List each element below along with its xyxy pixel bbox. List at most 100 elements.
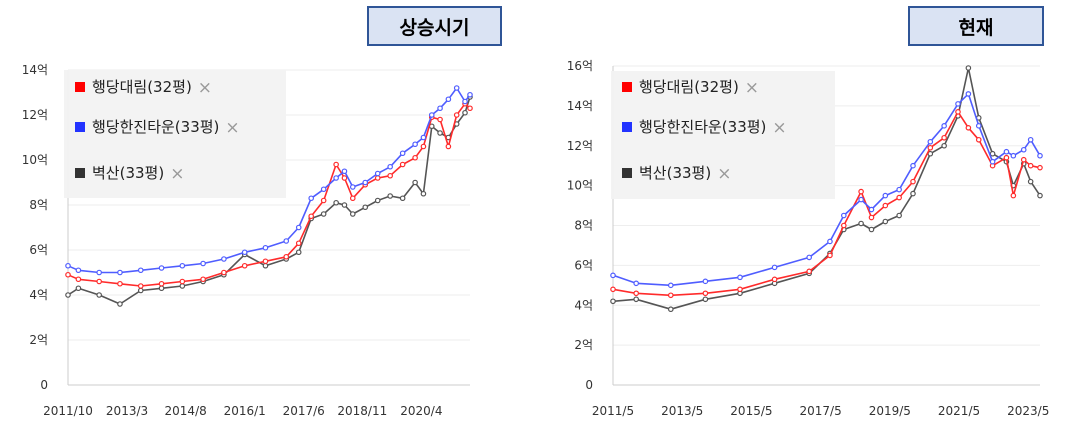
data-point [96,278,102,285]
data-point [806,268,812,275]
data-point [827,252,833,259]
data-point [200,260,206,267]
data-point [333,175,339,181]
data-point [262,258,269,265]
data-point [262,262,269,269]
data-point [374,175,381,181]
legend-label: 행당대림(32평) [639,78,739,96]
legend-remove-icon[interactable]: × [772,118,786,138]
y-tick-label: 16억 [567,59,593,73]
data-point [858,220,864,227]
y-tick-label: 14억 [22,63,48,77]
data-point [975,123,982,129]
legend-remove-icon[interactable]: × [717,164,731,184]
data-point [955,109,961,115]
data-point [941,142,947,149]
data-point [295,240,302,247]
data-point [158,265,165,271]
data-point [341,202,348,208]
legend-label: 행당대림(32평) [92,78,192,96]
data-point [827,238,833,245]
x-tick-label: 2015/5 [730,404,772,418]
data-point [975,136,982,143]
data-point [910,162,916,169]
y-tick-label: 8억 [574,219,593,233]
data-point [333,199,339,206]
y-tick-label: 6억 [574,258,593,272]
y-tick-label: 0 [40,378,48,392]
data-point [941,134,947,141]
data-point [179,278,186,285]
data-point [241,249,248,256]
data-point [882,218,889,225]
y-tick-label: 12억 [567,139,593,153]
data-point [117,269,123,276]
legend-remove-icon[interactable]: × [198,78,212,98]
data-point [868,214,875,221]
data-point [858,196,864,203]
x-tick-label: 2019/5 [869,404,911,418]
data-point [320,211,327,217]
data-point [437,130,443,136]
data-point [179,262,186,269]
y-tick-label: 14억 [567,99,593,113]
data-point [137,267,144,274]
data-point [941,123,947,129]
data-point [1010,152,1017,159]
x-tick-label: 2017/5 [800,404,842,418]
data-point [445,96,452,103]
data-point [341,168,348,175]
data-point [1027,178,1034,185]
data-point [179,283,186,289]
data-point [858,188,864,195]
data-point [702,290,709,297]
data-point [965,91,972,97]
data-point [200,276,206,283]
data-point [633,280,639,287]
data-point [896,194,902,201]
data-point [667,292,674,299]
data-point [137,283,144,289]
data-point [399,150,406,157]
data-point [362,179,369,186]
data-point [910,190,916,197]
x-tick-label: 2013/3 [106,404,148,418]
x-tick-label: 2011/10 [43,404,93,418]
data-point [308,213,314,220]
data-point [399,195,406,202]
data-point [1010,192,1017,199]
x-tick-label: 2020/4 [400,404,442,418]
y-tick-label: 12억 [22,108,48,122]
data-point [412,141,418,148]
data-point [453,112,460,118]
data-point [295,224,302,231]
x-tick-label: 2017/6 [283,404,325,418]
data-point [1003,148,1010,155]
chart-current: 0 2억 4억 6억 8억 10억 12억 14억 16억 2011/5 2013/5 2015/5 2… [567,59,1050,418]
legend-remove-icon[interactable]: × [170,164,184,184]
data-point [896,186,902,193]
data-point [137,287,144,294]
data-point [65,292,71,298]
legend-box [611,71,835,199]
data-point [349,211,356,217]
data-point [1020,156,1027,163]
data-point [462,109,468,116]
data-point [221,256,227,262]
data-point [633,290,639,297]
data-point [453,85,460,91]
data-point [1003,154,1010,161]
data-point [1037,164,1043,171]
legend-remove-icon[interactable]: × [745,78,759,98]
data-point [610,298,616,305]
data-point [349,184,356,190]
legend-label: 벽산(33평) [92,164,164,182]
data-point [412,179,418,186]
legend-label: 행당한진타운(33평) [92,118,219,136]
data-point [841,212,847,219]
legend-remove-icon[interactable]: × [225,118,239,138]
data-point [428,112,435,118]
data-point [702,278,709,285]
data-point [96,292,102,298]
data-point [75,276,82,283]
